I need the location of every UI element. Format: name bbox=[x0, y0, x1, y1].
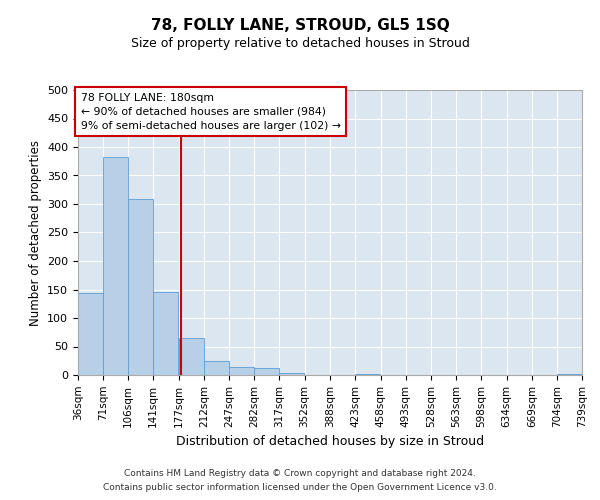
Bar bbox=[280, 374, 304, 375]
Bar bbox=[355, 374, 380, 375]
Bar bbox=[254, 368, 279, 375]
Text: Contains HM Land Registry data © Crown copyright and database right 2024.: Contains HM Land Registry data © Crown c… bbox=[124, 468, 476, 477]
Bar bbox=[153, 292, 178, 375]
Text: 78 FOLLY LANE: 180sqm
← 90% of detached houses are smaller (984)
9% of semi-deta: 78 FOLLY LANE: 180sqm ← 90% of detached … bbox=[80, 93, 341, 131]
Bar bbox=[204, 361, 229, 375]
Text: Size of property relative to detached houses in Stroud: Size of property relative to detached ho… bbox=[131, 38, 469, 51]
Bar bbox=[128, 199, 153, 375]
Y-axis label: Number of detached properties: Number of detached properties bbox=[29, 140, 41, 326]
Bar bbox=[229, 367, 254, 375]
Bar bbox=[78, 294, 103, 375]
Text: 78, FOLLY LANE, STROUD, GL5 1SQ: 78, FOLLY LANE, STROUD, GL5 1SQ bbox=[151, 18, 449, 32]
X-axis label: Distribution of detached houses by size in Stroud: Distribution of detached houses by size … bbox=[176, 435, 484, 448]
Bar bbox=[103, 156, 128, 375]
Bar bbox=[557, 374, 582, 375]
Bar bbox=[179, 338, 204, 375]
Text: Contains public sector information licensed under the Open Government Licence v3: Contains public sector information licen… bbox=[103, 484, 497, 492]
